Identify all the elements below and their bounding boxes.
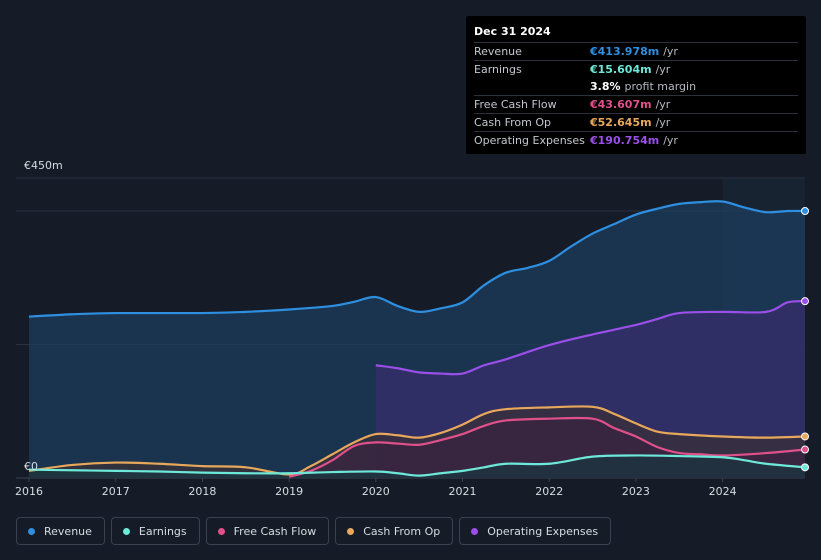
x-tick-label: 2019: [275, 485, 303, 498]
tooltip-label: Operating Expenses: [474, 134, 585, 147]
tooltip-value: €52.645m: [590, 116, 652, 129]
tooltip-row: Cash From Op €52.645m/yr: [474, 113, 798, 131]
tooltip-row: Operating Expenses €190.754m/yr: [474, 131, 798, 149]
earnings-endpoint[interactable]: [801, 463, 809, 472]
legend-item-free-cash-flow[interactable]: Free Cash Flow: [205, 517, 330, 545]
cfo-line: [28, 405, 806, 476]
x-tick-label: 2023: [622, 485, 650, 498]
x-tick-label: 2022: [535, 485, 563, 498]
opex-endpoint[interactable]: [801, 297, 809, 306]
x-tick-label: 2020: [362, 485, 390, 498]
tooltip-unit: profit margin: [624, 80, 697, 93]
fcf-line: [288, 416, 806, 478]
legend-label: Cash From Op: [363, 524, 441, 538]
revenue-line: [28, 200, 806, 318]
tooltip-unit: /yr: [655, 63, 671, 76]
tooltip: Dec 31 2024 Revenue €413.978m/yr Earnings €…: [466, 16, 806, 154]
legend-item-earnings[interactable]: Earnings: [110, 517, 200, 545]
legend-label: Revenue: [44, 524, 92, 538]
y-tick-label-zero: €0: [24, 460, 38, 473]
legend: Revenue Earnings Free Cash Flow Cash From O…: [16, 517, 612, 545]
legend-dot-icon: [28, 527, 35, 535]
tooltip-unit: /yr: [663, 134, 678, 147]
tooltip-unit: /yr: [663, 45, 678, 58]
fcf-endpoint[interactable]: [801, 445, 809, 454]
tooltip-value: 3.8%: [590, 80, 621, 93]
legend-item-revenue[interactable]: Revenue: [16, 517, 105, 545]
tooltip-row: Revenue €413.978m/yr: [474, 42, 798, 60]
legend-label: Earnings: [138, 524, 187, 538]
x-tick-label: 2016: [15, 485, 43, 498]
tooltip-date: Dec 31 2024: [474, 25, 551, 38]
series-lines: [28, 200, 806, 478]
series-endpoints: [801, 207, 809, 472]
x-axis: 2016 2017 2018 2019 2020 2021 2022 2023 2024: [15, 478, 737, 498]
tooltip-value: €413.978m: [590, 45, 660, 58]
tooltip-unit: /yr: [655, 116, 671, 129]
legend-label: Free Cash Flow: [233, 524, 317, 538]
series-areas: [29, 201, 806, 478]
tooltip-label: Earnings: [474, 63, 522, 76]
y-tick-label-max: €450m: [24, 159, 63, 172]
x-tick-label: 2017: [102, 485, 130, 498]
revenue-endpoint[interactable]: [801, 207, 809, 215]
legend-label: Operating Expenses: [487, 524, 599, 538]
tooltip-row: Free Cash Flow €43.607m/yr: [474, 95, 798, 113]
tooltip-unit: /yr: [655, 98, 671, 111]
legend-item-cash-from-op[interactable]: Cash From Op: [335, 517, 454, 545]
tooltip-value: €190.754m: [590, 134, 660, 147]
cfo-endpoint[interactable]: [801, 432, 809, 441]
tooltip-label: Free Cash Flow: [474, 98, 557, 111]
opex-line: [375, 300, 806, 376]
tooltip-value: €15.604m: [590, 63, 652, 76]
x-tick-label: 2021: [449, 485, 477, 498]
tooltip-row: Earnings €15.604m/yr: [474, 60, 798, 78]
x-tick-label: 2024: [709, 485, 737, 498]
earnings-area: [29, 455, 806, 478]
legend-dot-icon: [347, 527, 355, 535]
x-tick-label: 2018: [188, 485, 216, 498]
legend-dot-icon: [217, 527, 225, 535]
legend-dot-icon: [122, 527, 130, 535]
tooltip-value: €43.607m: [590, 98, 652, 111]
tooltip-label: Cash From Op: [474, 116, 552, 129]
legend-item-operating-expenses[interactable]: Operating Expenses: [459, 517, 612, 545]
tooltip-row: 3.8% profit margin: [474, 78, 798, 95]
earnings-line: [28, 454, 806, 477]
tooltip-label: Revenue: [474, 45, 522, 58]
legend-dot-icon: [471, 527, 479, 535]
